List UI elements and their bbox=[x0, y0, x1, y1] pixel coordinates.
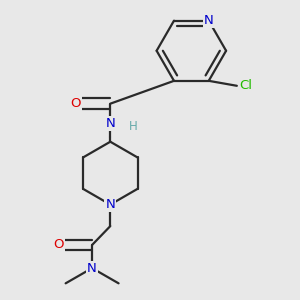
Text: N: N bbox=[204, 14, 214, 27]
Text: N: N bbox=[105, 198, 115, 211]
Text: N: N bbox=[87, 262, 97, 275]
Text: O: O bbox=[70, 97, 81, 110]
Text: Cl: Cl bbox=[240, 79, 253, 92]
Text: H: H bbox=[128, 120, 137, 133]
Text: N: N bbox=[105, 117, 115, 130]
Text: O: O bbox=[53, 238, 64, 251]
